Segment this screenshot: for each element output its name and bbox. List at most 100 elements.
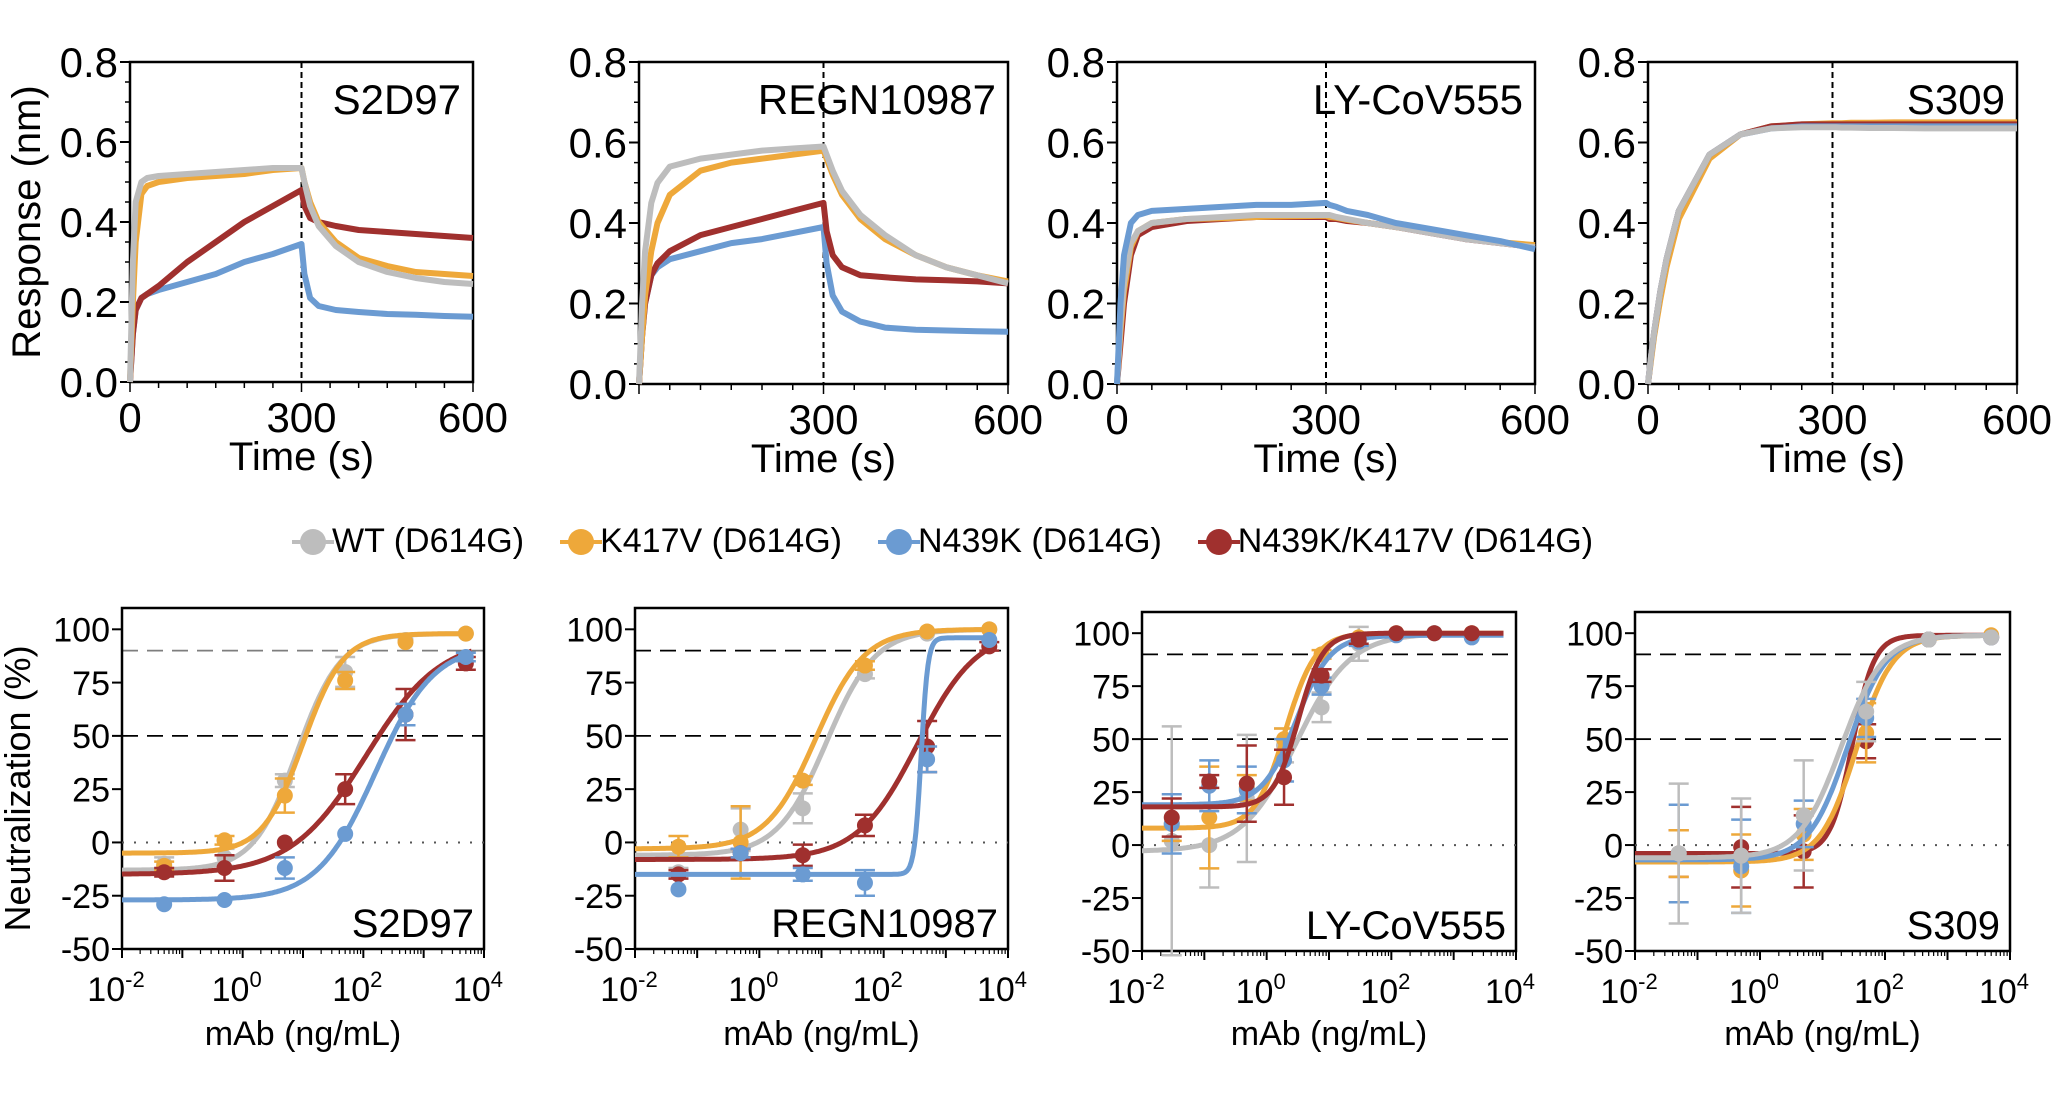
x-tick-label: 10-2 (1107, 969, 1164, 1011)
y-tick-label: 0 (1604, 827, 1623, 865)
y-tick-label: -50 (574, 931, 623, 969)
panel-title: REGN10987 (758, 76, 996, 123)
fit-curve-k417v (1635, 632, 1998, 865)
data-point-n439k-k417v (216, 860, 233, 877)
x-tick-label: 600 (1500, 396, 1570, 443)
x-tick-label: 600 (973, 396, 1043, 443)
plot-frame (1633, 610, 2012, 953)
series-line-n439k-k417v (127, 187, 474, 383)
x-axis-label: mAb (ng/mL) (205, 1015, 402, 1053)
panel-regn10987-neutralization: -50 -25 0 25 50 75 100 10-2 100 102 104 REGN10987 mA… (566, 606, 1027, 1053)
data-point-n439k-k417v (1388, 625, 1405, 642)
data-point-k417v (856, 657, 873, 674)
x-axis-label: Time (s) (751, 437, 896, 481)
data-point-wt (1733, 847, 1750, 864)
panel-title: S309 (1907, 904, 2000, 948)
data-point-wt (1670, 845, 1687, 862)
x-axis-label: mAb (ng/mL) (1724, 1015, 1921, 1053)
x-tick-label: 100 (1729, 969, 1779, 1011)
panel-s2d97-binding: 0.0 0.2 0.4 0.6 0.8 0 300 600 S2D97 Time (s) Respo… (5, 39, 508, 479)
y-tick-label: 50 (72, 718, 110, 756)
data-point-n439k-k417v (794, 847, 811, 864)
x-tick-label: 100 (728, 967, 778, 1009)
data-point-k417v (794, 772, 811, 789)
panel-s309-binding: 0.0 0.2 0.4 0.6 0.8 0 300 600 S309 Time (s) (1578, 39, 2052, 481)
y-tick-label: 0.2 (60, 279, 118, 326)
x-tick-label: 10-2 (600, 967, 657, 1009)
y-tick-label: 0.6 (1047, 120, 1105, 167)
y-tick-label: -50 (1081, 933, 1130, 971)
x-tick-label: 102 (1360, 969, 1410, 1011)
y-tick-label: -50 (1574, 933, 1623, 971)
legend-label: WT (D614G) (332, 522, 525, 560)
data-point-n439k (919, 751, 936, 768)
panel-ly-cov555-neutralization: -50 -25 0 25 50 75 100 10-2 100 102 104 LY-CoV555 mA… (1073, 610, 1535, 1053)
series-line-n439k-k417v (636, 199, 1009, 385)
x-axis-label: Time (s) (1253, 437, 1398, 481)
fit-curve-wt (1635, 632, 1998, 861)
x-tick-label: 0 (1636, 396, 1659, 443)
panel-title: LY-CoV555 (1313, 76, 1523, 123)
x-tick-label: 104 (1979, 969, 2029, 1011)
y-tick-label: 0.6 (60, 119, 118, 166)
series-line-n439k (1114, 199, 1536, 385)
data-point-n439k (216, 891, 233, 908)
x-tick-label: 10-2 (1600, 969, 1657, 1011)
x-tick-label: 0 (118, 394, 141, 441)
data-point-n439k (397, 706, 414, 723)
legend-marker-icon (292, 528, 334, 555)
panel-title: S2D97 (352, 902, 474, 946)
data-point-n439k-k417v (1463, 625, 1480, 642)
x-tick-label: 300 (266, 394, 336, 441)
y-tick-label: -25 (574, 878, 623, 916)
x-axis-label: Time (s) (1760, 437, 1905, 481)
data-point-n439k-k417v (1313, 667, 1330, 684)
y-tick-label: 100 (1073, 615, 1130, 653)
y-tick-label: 0 (1111, 827, 1130, 865)
data-point-n439k (856, 874, 873, 891)
data-point-wt (1795, 807, 1812, 824)
y-tick-label: 75 (1585, 668, 1623, 706)
series-line-wt (1114, 212, 1536, 385)
data-point-k417v (276, 787, 293, 804)
legend-marker-icon (1197, 528, 1240, 555)
legend-label: K417V (D614G) (600, 522, 842, 560)
y-tick-label: 0.0 (1047, 361, 1105, 408)
fit-curve-n439k-k417v (1142, 630, 1504, 810)
data-point-n439k (457, 649, 474, 666)
legend-item-wt: WT (D614G) (292, 522, 525, 561)
panel-s309-neutralization: -50 -25 0 25 50 75 100 10-2 100 102 104 S309 mAb (ng… (1566, 610, 2029, 1053)
x-tick-label: 600 (438, 394, 508, 441)
fit-curve-n439k-k417v (635, 642, 997, 862)
x-tick-label: 100 (212, 967, 262, 1009)
y-tick-label: 25 (1585, 774, 1623, 812)
x-tick-label: 300 (1291, 396, 1361, 443)
panel-title: REGN10987 (771, 902, 998, 946)
y-tick-label: 0 (604, 825, 623, 863)
x-tick-label: 600 (1982, 396, 2052, 443)
y-tick-label: 0.8 (60, 39, 118, 86)
fit-curve-n439k (122, 650, 473, 903)
x-axis-label: mAb (ng/mL) (723, 1015, 920, 1053)
data-point-n439k (794, 866, 811, 883)
y-axis-label: Response (nm) (5, 85, 49, 358)
legend-item-k417v: K417V (D614G) (560, 522, 842, 561)
y-tick-label: 0.6 (569, 120, 627, 167)
panel-title: S2D97 (333, 76, 461, 123)
data-point-n439k (337, 825, 354, 842)
y-tick-label: 0.0 (1578, 361, 1636, 408)
y-tick-label: 50 (1585, 721, 1623, 759)
x-axis-label: mAb (ng/mL) (1231, 1015, 1428, 1053)
y-tick-label: 0.8 (569, 39, 627, 86)
y-tick-label: -50 (61, 931, 110, 969)
series-line-wt (1645, 124, 2017, 385)
data-point-k417v (397, 634, 414, 651)
data-point-wt (794, 800, 811, 817)
y-tick-label: 100 (53, 612, 110, 650)
plot-frame (633, 606, 1010, 951)
data-point-n439k (732, 845, 749, 862)
y-tick-label: -25 (1081, 880, 1130, 918)
legend-marker-icon (877, 528, 920, 555)
